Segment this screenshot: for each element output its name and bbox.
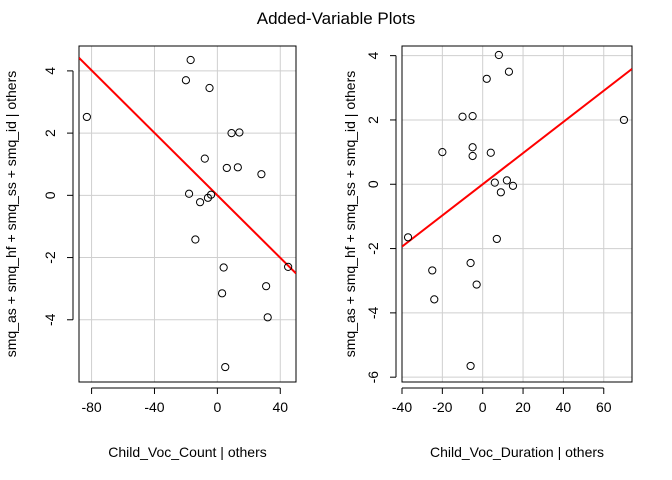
x-axis-label: Child_Voc_Duration | others — [430, 444, 604, 460]
data-point — [482, 74, 491, 83]
y-tick-label: 0 — [42, 191, 58, 199]
regression-line — [79, 57, 296, 275]
data-point — [466, 361, 475, 371]
x-tick-label: -80 — [81, 399, 101, 415]
x-tick-label: 40 — [556, 399, 572, 415]
plot-frame — [78, 45, 297, 383]
data-point — [468, 143, 477, 152]
panel-child-voc-duration: -40 -20 0 20 40 60-6-4-2024Child_Voc_Duration… — [342, 45, 633, 460]
y-tick-label: 2 — [365, 116, 381, 124]
x-tick-label: 20 — [515, 399, 531, 415]
y-axis-label: smq_as + smq_hf + smq_ss + smq_id | othe… — [342, 71, 358, 358]
data-point — [490, 178, 499, 187]
data-point — [221, 362, 230, 372]
regression-line — [402, 68, 632, 248]
x-tick-label: -20 — [432, 399, 452, 415]
y-tick-label: -2 — [365, 242, 381, 255]
data-point — [472, 280, 481, 289]
data-point — [492, 234, 501, 244]
data-point — [263, 313, 272, 322]
y-tick-label: -2 — [42, 251, 58, 264]
y-tick-label: 4 — [365, 52, 381, 60]
y-tick-label: -4 — [365, 306, 381, 319]
data-point — [203, 193, 213, 202]
data-point — [205, 83, 214, 93]
data-point — [486, 148, 495, 157]
data-point — [222, 163, 231, 173]
data-point — [191, 235, 200, 244]
data-point — [219, 263, 228, 272]
data-point — [181, 76, 191, 85]
x-tick-label: 60 — [596, 399, 612, 415]
data-point — [262, 282, 271, 291]
data-point — [186, 55, 195, 65]
y-tick-label: 2 — [42, 129, 58, 137]
data-point — [494, 50, 503, 60]
data-point — [430, 295, 439, 304]
data-point — [257, 170, 266, 179]
x-tick-label: -40 — [392, 399, 412, 415]
data-point — [403, 233, 413, 242]
data-point — [508, 181, 518, 190]
data-point — [619, 115, 629, 125]
x-tick-label: -40 — [144, 399, 164, 415]
panel-child-voc-count: -80 -40 0 40 -4 -2 0 2 4 Child_Voc_Count | others… — [3, 45, 297, 460]
data-point — [438, 148, 447, 157]
data-point — [496, 188, 505, 197]
data-point — [82, 112, 91, 122]
figure-title: Added-Variable Plots — [257, 9, 415, 28]
data-point — [458, 112, 467, 121]
y-tick-label: -6 — [365, 371, 381, 384]
data-point — [195, 198, 205, 207]
data-point — [233, 163, 242, 172]
y-tick-label: -4 — [42, 313, 58, 326]
x-tick-label: 0 — [479, 399, 487, 415]
data-point — [184, 189, 194, 198]
data-point — [217, 289, 227, 298]
data-point — [428, 266, 437, 275]
data-point — [284, 262, 293, 271]
y-tick-label: 4 — [42, 67, 58, 75]
y-tick-label: 0 — [365, 180, 381, 188]
x-axis-label: Child_Voc_Count | others — [108, 444, 267, 460]
y-axis-label: smq_as + smq_hf + smq_ss + smq_id | othe… — [3, 71, 19, 358]
plot-frame — [401, 45, 633, 383]
data-point — [466, 258, 475, 268]
data-point — [235, 128, 244, 137]
data-point — [504, 67, 514, 76]
data-point — [468, 151, 477, 161]
data-point — [227, 129, 236, 138]
x-tick-label: 40 — [272, 399, 288, 415]
data-point — [502, 176, 512, 185]
data-point — [468, 111, 477, 121]
data-point — [200, 154, 209, 163]
x-tick-label: 0 — [213, 399, 221, 415]
